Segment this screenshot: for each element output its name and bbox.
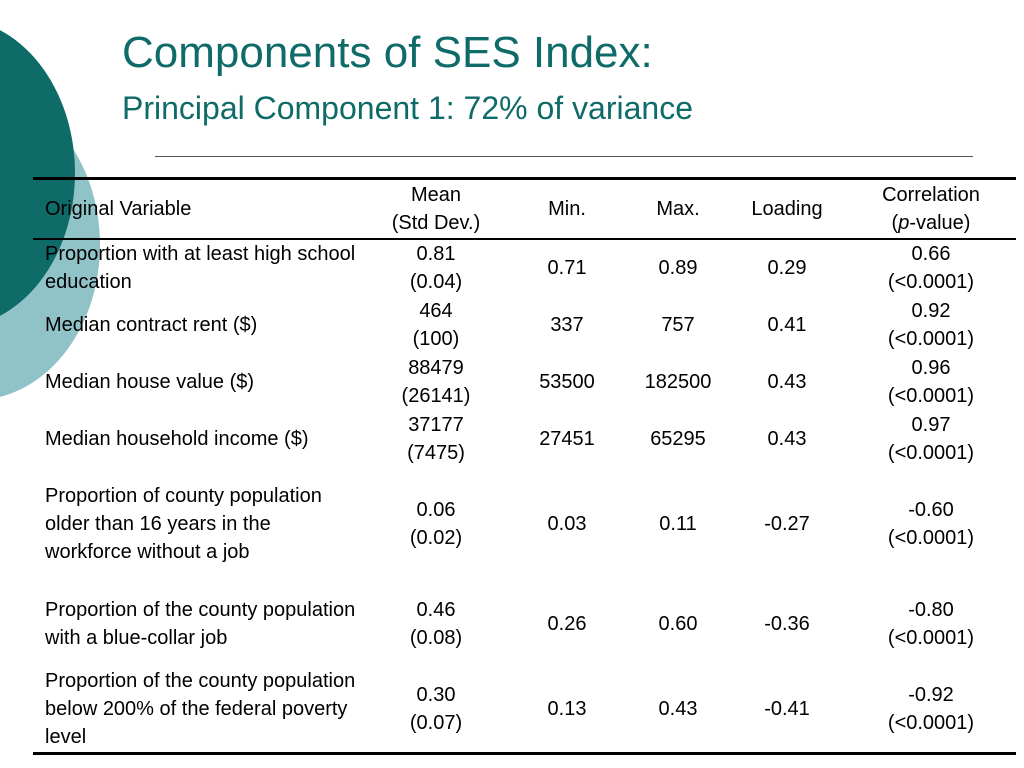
table-row: Proportion of the county population with… — [33, 581, 1016, 667]
cell-std-dev: (7475) — [407, 441, 465, 464]
cell-max: 757 — [661, 313, 695, 336]
cell-correlation: 0.66 (<0.0001) — [846, 239, 1016, 296]
cell-std-dev: (0.04) — [409, 271, 463, 293]
cell-correlation-value: -0.60 — [908, 499, 954, 521]
cell-std-dev: (26141) — [401, 384, 471, 407]
cell-mean-sd: 0.30 (0.07) — [366, 667, 506, 753]
cell-loading: -0.36 — [764, 613, 810, 635]
cell-max: 0.11 — [659, 513, 697, 535]
cell-p-value: (<0.0001) — [887, 327, 975, 350]
cell-correlation: -0.60 (<0.0001) — [846, 467, 1016, 581]
cell-p-value: (<0.0001) — [887, 441, 975, 464]
slide-title: Components of SES Index: — [122, 28, 653, 77]
cell-std-dev: (0.08) — [409, 627, 463, 649]
cell-original-variable: Median house value ($) — [45, 370, 255, 393]
cell-original-variable: Proportion of the county population belo… — [45, 670, 356, 749]
cell-std-dev: (0.02) — [409, 527, 463, 549]
cell-max: 65295 — [650, 427, 706, 450]
cell-min: 53500 — [539, 370, 595, 393]
header-p-value-label: (p-value) — [848, 209, 1014, 237]
cell-mean: 0.81 — [416, 243, 456, 265]
cell-mean-sd: 88479 (26141) — [366, 353, 506, 410]
header-std-dev-label: (Std Dev.) — [391, 212, 481, 234]
cell-min: 0.13 — [547, 698, 587, 721]
header-min: Min. — [548, 198, 586, 220]
cell-original-variable: Median contract rent ($) — [45, 313, 258, 336]
cell-max: 0.43 — [658, 698, 698, 721]
cell-correlation: 0.97 (<0.0001) — [846, 410, 1016, 467]
cell-mean-sd: 0.81 (0.04) — [366, 239, 506, 296]
cell-min: 0.26 — [547, 613, 587, 635]
header-p-rest: -value) — [909, 212, 971, 234]
cell-p-value: (<0.0001) — [887, 527, 975, 549]
table-row: Median house value ($) 88479 (26141) 53500 1… — [33, 353, 1016, 410]
cell-max: 0.89 — [658, 257, 698, 279]
header-max: Max. — [656, 198, 700, 220]
cell-correlation: 0.92 (<0.0001) — [846, 296, 1016, 353]
cell-mean: 88479 — [408, 356, 464, 379]
table-body: Proportion with at least high school edu… — [33, 239, 1016, 753]
cell-loading: -0.27 — [764, 513, 810, 535]
cell-original-variable: Proportion with at least high school edu… — [45, 243, 356, 293]
cell-min: 27451 — [539, 427, 595, 450]
cell-max: 0.60 — [658, 613, 698, 635]
cell-loading: 0.43 — [767, 427, 807, 450]
table-row: Proportion of county population older th… — [33, 467, 1016, 581]
cell-max: 182500 — [644, 370, 712, 393]
slide-subtitle: Principal Component 1: 72% of variance — [122, 90, 693, 126]
cell-correlation-value: -0.92 — [908, 684, 954, 707]
table-row: Median household income ($) 37177 (7475) 27… — [33, 410, 1016, 467]
header-loading: Loading — [751, 198, 823, 220]
cell-mean: 37177 — [408, 413, 464, 436]
cell-correlation: -0.92 (<0.0001) — [846, 667, 1016, 753]
cell-p-value: (<0.0001) — [887, 271, 975, 293]
cell-correlation-value: 0.92 — [911, 299, 951, 322]
cell-std-dev: (100) — [412, 327, 460, 350]
cell-correlation: 0.96 (<0.0001) — [846, 353, 1016, 410]
header-p-open-paren: ( — [891, 212, 899, 234]
header-correlation-label: Correlation — [882, 184, 980, 206]
table-row: Proportion of the county population belo… — [33, 667, 1016, 753]
cell-mean: 464 — [419, 299, 453, 322]
cell-mean-sd: 37177 (7475) — [366, 410, 506, 467]
cell-loading: -0.41 — [764, 698, 810, 721]
table-row: Proportion with at least high school edu… — [33, 239, 1016, 296]
cell-loading: 0.41 — [767, 313, 807, 336]
cell-original-variable: Proportion of the county population with… — [45, 599, 356, 649]
cell-loading: 0.43 — [767, 370, 807, 393]
header-mean-label: Mean — [410, 184, 462, 206]
cell-min: 0.03 — [547, 513, 587, 535]
cell-correlation-value: 0.97 — [911, 413, 951, 436]
cell-std-dev: (0.07) — [409, 712, 463, 735]
cell-mean-sd: 464 (100) — [366, 296, 506, 353]
header-correlation: Correlation (p-value) — [846, 179, 1016, 240]
cell-mean: 0.30 — [416, 684, 456, 707]
table-header-row: Original Variable Mean (Std Dev.) Min. M… — [33, 178, 1016, 240]
cell-mean-sd: 0.06 (0.02) — [366, 467, 506, 581]
cell-correlation-value: -0.80 — [908, 599, 954, 621]
header-mean: Mean (Std Dev.) — [366, 179, 506, 240]
cell-mean: 0.06 — [416, 499, 456, 521]
cell-correlation-value: 0.66 — [911, 243, 951, 265]
cell-p-value: (<0.0001) — [887, 712, 975, 735]
cell-p-value: (<0.0001) — [887, 627, 975, 649]
table-row: Median contract rent ($) 464 (100) 337 757 0.… — [33, 296, 1016, 353]
cell-original-variable: Proportion of county population older th… — [45, 485, 322, 563]
cell-loading: 0.29 — [767, 257, 807, 279]
header-original-variable: Original Variable — [45, 198, 192, 220]
cell-min: 337 — [550, 313, 584, 336]
header-p-italic: p — [898, 212, 910, 234]
cell-mean: 0.46 — [416, 599, 456, 621]
title-divider — [155, 156, 973, 157]
cell-p-value: (<0.0001) — [887, 384, 975, 407]
cell-correlation-value: 0.96 — [911, 356, 951, 379]
cell-correlation: -0.80 (<0.0001) — [846, 581, 1016, 667]
ses-components-table: Original Variable Mean (Std Dev.) Min. M… — [33, 177, 1016, 755]
cell-mean-sd: 0.46 (0.08) — [366, 581, 506, 667]
cell-min: 0.71 — [547, 257, 587, 279]
cell-original-variable: Median household income ($) — [45, 427, 309, 450]
